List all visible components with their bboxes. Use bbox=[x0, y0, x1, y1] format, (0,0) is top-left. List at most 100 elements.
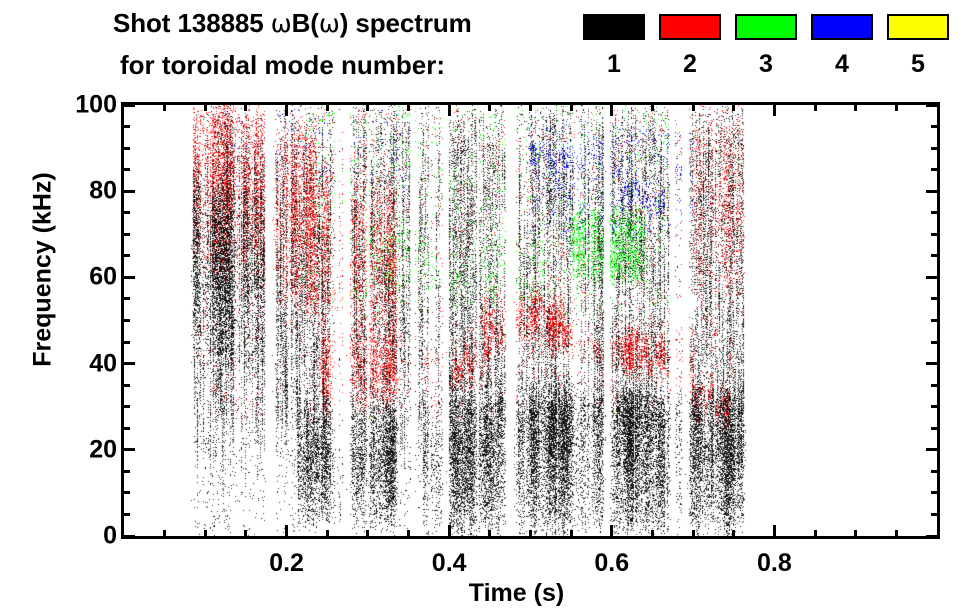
x-tick-minor bbox=[650, 530, 654, 539]
x-tick-minor bbox=[691, 530, 695, 539]
y-tick-minor-right bbox=[931, 254, 940, 258]
title-shot-text: Shot 138885 bbox=[113, 8, 271, 38]
legend: 1 2 3 4 5 bbox=[583, 14, 949, 90]
x-tick-minor bbox=[894, 530, 898, 539]
y-tick-major-right bbox=[926, 189, 940, 193]
y-tick-major bbox=[121, 275, 135, 279]
x-tick-minor bbox=[813, 530, 817, 539]
legend-swatch-mode-4 bbox=[811, 14, 873, 40]
y-tick-minor bbox=[121, 146, 130, 150]
x-tick-minor-top bbox=[244, 102, 248, 111]
x-tick-minor-top bbox=[203, 102, 207, 111]
plot-area: 0 20 40 60 80 100 0.2 0.4 0.6 0.8 bbox=[75, 91, 940, 577]
y-tick-minor bbox=[121, 491, 130, 495]
x-tick-minor-top bbox=[488, 102, 492, 111]
legend-label-mode-3: 3 bbox=[759, 50, 773, 78]
title-b-text: B( bbox=[291, 8, 319, 38]
x-tick-minor bbox=[244, 530, 248, 539]
x-tick-major-top bbox=[447, 102, 451, 116]
x-tick-major-top bbox=[772, 102, 776, 116]
y-tick-minor-right bbox=[931, 512, 940, 516]
y-tick-major-right bbox=[926, 275, 940, 279]
y-tick-minor-right bbox=[931, 125, 940, 129]
y-tick-major-right bbox=[926, 362, 940, 366]
x-tick-label: 0.2 bbox=[269, 549, 304, 577]
y-tick-label: 80 bbox=[89, 176, 117, 205]
x-tick-minor-top bbox=[894, 102, 898, 111]
y-tick-label: 100 bbox=[75, 90, 117, 119]
x-tick-minor bbox=[529, 530, 532, 539]
legend-label-mode-1: 1 bbox=[607, 50, 621, 78]
y-tick-minor-right bbox=[931, 426, 940, 430]
x-tick-minor bbox=[854, 530, 858, 539]
x-tick-minor bbox=[488, 530, 492, 539]
x-tick-major bbox=[285, 525, 289, 539]
y-tick-minor-right bbox=[931, 211, 940, 215]
legend-label-mode-4: 4 bbox=[835, 50, 849, 78]
x-tick-minor-top bbox=[650, 102, 654, 111]
y-tick-major-right bbox=[926, 103, 940, 107]
y-tick-minor bbox=[121, 405, 130, 409]
y-tick-major bbox=[121, 448, 135, 452]
y-tick-minor-right bbox=[931, 146, 940, 150]
y-tick-minor bbox=[121, 125, 130, 129]
x-tick-minor-top bbox=[732, 102, 736, 111]
x-tick-minor-top bbox=[854, 102, 858, 111]
y-tick-major-right bbox=[926, 534, 940, 538]
legend-swatch-mode-2 bbox=[659, 14, 721, 40]
legend-swatch-mode-1 bbox=[583, 14, 645, 40]
x-tick-minor-top bbox=[569, 102, 573, 111]
x-tick-minor-top bbox=[529, 102, 532, 111]
x-tick-major bbox=[610, 525, 614, 539]
omega-symbol-1: ω bbox=[270, 9, 292, 38]
y-tick-minor-right bbox=[931, 340, 940, 344]
x-tick-major bbox=[447, 525, 451, 539]
y-tick-major bbox=[121, 103, 135, 107]
legend-label-mode-5: 5 bbox=[911, 50, 925, 78]
x-tick-minor-top bbox=[691, 102, 695, 111]
y-tick-minor bbox=[121, 512, 130, 516]
x-tick-label: 0.6 bbox=[594, 549, 630, 577]
x-tick-minor bbox=[732, 530, 736, 539]
x-tick-label: 0.8 bbox=[757, 549, 792, 577]
x-axis-label-text: Time (s) bbox=[468, 579, 565, 607]
y-tick-minor bbox=[121, 383, 130, 387]
y-tick-minor-right bbox=[931, 232, 940, 236]
x-tick-minor bbox=[569, 530, 573, 539]
x-tick-minor-top bbox=[813, 102, 817, 111]
legend-swatch-mode-5 bbox=[887, 14, 949, 40]
y-tick-minor bbox=[121, 319, 130, 322]
y-tick-label: 0 bbox=[103, 521, 117, 550]
y-tick-label: 60 bbox=[89, 262, 117, 291]
y-tick-minor-right bbox=[931, 405, 940, 409]
x-tick-major-top bbox=[285, 102, 289, 116]
y-tick-major-right bbox=[926, 448, 940, 452]
spectrogram-image bbox=[124, 105, 937, 536]
x-tick-major-top bbox=[610, 102, 614, 116]
legend-swatch-mode-3 bbox=[735, 14, 797, 40]
y-tick-major bbox=[121, 362, 135, 366]
y-tick-minor-right bbox=[931, 297, 940, 301]
y-tick-minor-right bbox=[931, 491, 940, 495]
y-tick-minor-right bbox=[931, 319, 940, 322]
x-tick-minor-top bbox=[366, 102, 370, 111]
y-tick-minor bbox=[121, 254, 130, 258]
x-tick-major bbox=[772, 525, 776, 539]
y-tick-minor-right bbox=[931, 383, 940, 387]
x-tick-minor bbox=[325, 530, 329, 539]
y-tick-label: 40 bbox=[89, 349, 117, 378]
x-tick-label: 0.4 bbox=[431, 549, 467, 577]
y-tick-minor bbox=[121, 297, 130, 301]
x-tick-minor bbox=[203, 530, 207, 539]
x-tick-minor-top bbox=[407, 102, 411, 111]
y-tick-minor bbox=[121, 232, 130, 236]
legend-label-mode-2: 2 bbox=[683, 50, 697, 78]
spectrogram-canvas-wrap bbox=[124, 105, 937, 536]
title-spectrum-text: ) spectrum bbox=[339, 8, 472, 38]
y-tick-minor-right bbox=[931, 469, 940, 473]
y-tick-minor bbox=[121, 168, 130, 172]
y-tick-minor bbox=[121, 340, 130, 344]
omega-symbol-2: ω bbox=[318, 9, 340, 38]
x-tick-minor-top bbox=[325, 102, 329, 111]
